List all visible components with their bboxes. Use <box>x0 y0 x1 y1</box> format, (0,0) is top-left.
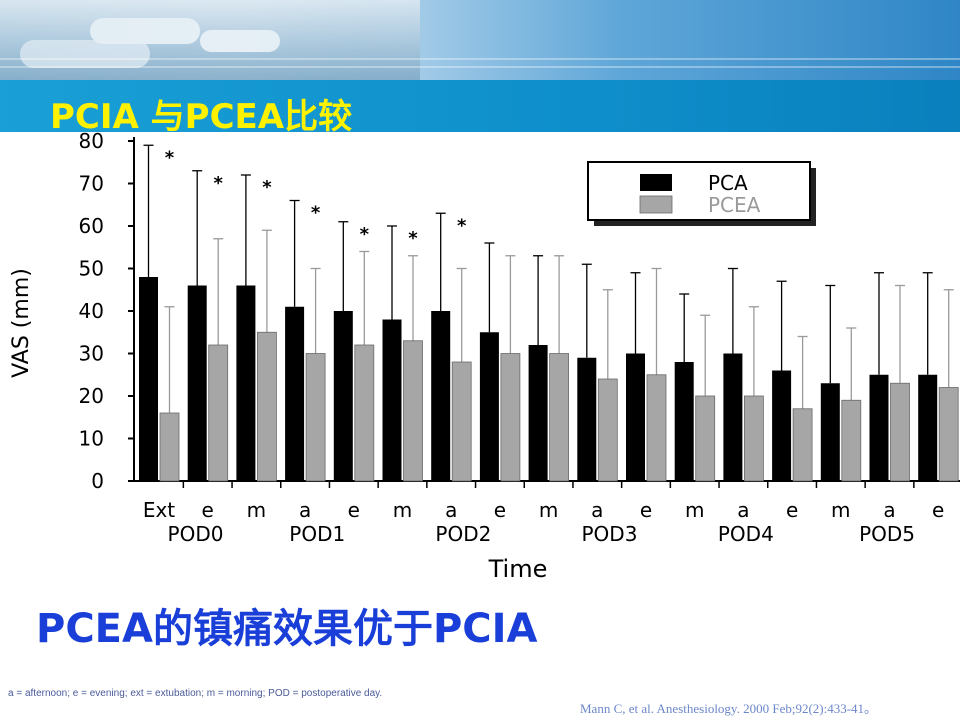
significance-marker: * <box>311 203 321 224</box>
pca-bar <box>577 357 597 481</box>
significance-marker: * <box>457 215 467 236</box>
x-group-label: POD4 <box>718 522 774 546</box>
pca-bar <box>723 353 743 481</box>
y-tick-label: 20 <box>79 384 104 408</box>
legend-label-pcea: PCEA <box>708 193 761 217</box>
pca-bar <box>479 332 499 481</box>
y-tick-label: 10 <box>79 427 104 451</box>
pcea-bar <box>695 395 716 482</box>
pcea-bar <box>597 378 618 482</box>
y-tick-label: 40 <box>79 299 104 323</box>
pcea-bar <box>792 408 813 482</box>
x-tick-label: m <box>393 498 412 522</box>
pca-bar <box>431 311 451 481</box>
y-tick-label: 60 <box>79 214 104 238</box>
legend-box <box>587 161 811 221</box>
pca-bar <box>626 353 645 481</box>
pcea-bar <box>208 344 229 482</box>
pca-bar <box>869 374 889 481</box>
pca-bar <box>820 383 840 481</box>
pca-bar <box>528 345 548 481</box>
y-tick-label: 50 <box>79 257 104 281</box>
slide-title: PCIA 与PCEA比较 <box>50 97 353 137</box>
significance-marker: * <box>408 228 418 249</box>
x-tick-label: e <box>786 498 798 522</box>
abbreviation-footnote: a = afternoon; e = evening; ext = extuba… <box>8 688 383 699</box>
x-tick-label: a <box>299 498 311 522</box>
x-tick-label: a <box>883 498 895 522</box>
vas-bar-chart: 0 10 20 30 40 50 60 70 80 VAS (mm) * Ext * e * m * a * e * m *… <box>9 132 960 583</box>
pcea-bar <box>354 344 375 482</box>
pca-bar <box>333 311 353 481</box>
pca-bar <box>139 277 158 481</box>
significance-marker: * <box>213 173 223 194</box>
x-tick-label: m <box>247 498 266 522</box>
legend-label-pca: PCA <box>708 171 748 195</box>
y-tick-label: 80 <box>79 132 104 153</box>
pcea-bar <box>451 361 472 482</box>
x-axis-label: Time <box>488 555 548 583</box>
pcea-bar <box>256 331 277 482</box>
legend-swatch-pcea <box>639 195 673 214</box>
x-tick-label: a <box>737 498 749 522</box>
x-group-label: POD5 <box>859 522 915 546</box>
pcea-bar <box>744 395 764 482</box>
significance-marker: * <box>165 147 175 168</box>
legend-swatch-pca <box>640 174 672 191</box>
pca-bar <box>772 370 792 481</box>
reference-citation: Mann C, et al. Anesthesiology. 2000 Feb;… <box>580 701 878 716</box>
pcea-bar <box>403 340 423 482</box>
pcea-bar <box>890 382 910 482</box>
significance-marker: * <box>262 177 272 198</box>
pca-bar <box>918 374 938 481</box>
pcea-bar <box>159 412 180 482</box>
pca-bar <box>382 319 402 481</box>
x-tick-label: e <box>202 498 214 522</box>
x-tick-label: a <box>591 498 603 522</box>
y-tick-label: 0 <box>91 469 104 493</box>
pcea-bar <box>500 353 521 482</box>
x-tick-label: m <box>685 498 704 522</box>
x-tick-label: a <box>445 498 457 522</box>
x-tick-label: e <box>932 498 944 522</box>
significance-marker: * <box>360 224 370 245</box>
header-banner-image <box>0 0 960 80</box>
x-tick-label: Ext <box>143 498 175 522</box>
pca-bar <box>187 285 207 481</box>
x-group-label: POD2 <box>435 522 491 546</box>
pcea-bar <box>305 353 326 482</box>
surgery-photo <box>0 0 420 80</box>
conclusion-text: PCEA的镇痛效果优于PCIA <box>36 606 538 652</box>
pcea-bar <box>646 374 667 482</box>
y-tick-label: 30 <box>79 342 104 366</box>
x-tick-label: m <box>539 498 558 522</box>
x-group-label: POD3 <box>582 522 638 546</box>
x-tick-label: e <box>494 498 506 522</box>
x-group-label: POD1 <box>289 522 345 546</box>
pcea-bar <box>549 353 569 482</box>
title-bar: PCIA 与PCEA比较 <box>0 80 960 137</box>
x-group-label: POD0 <box>168 522 224 546</box>
pca-bar <box>674 362 694 481</box>
x-tick-label: e <box>348 498 360 522</box>
pca-bar <box>285 306 305 481</box>
pca-bar <box>236 285 256 481</box>
pcea-bar <box>938 387 959 482</box>
x-tick-label: m <box>831 498 850 522</box>
y-axis-label: VAS (mm) <box>9 268 34 378</box>
y-tick-label: 70 <box>79 172 104 196</box>
pcea-bar <box>841 399 862 482</box>
x-tick-label: e <box>640 498 652 522</box>
